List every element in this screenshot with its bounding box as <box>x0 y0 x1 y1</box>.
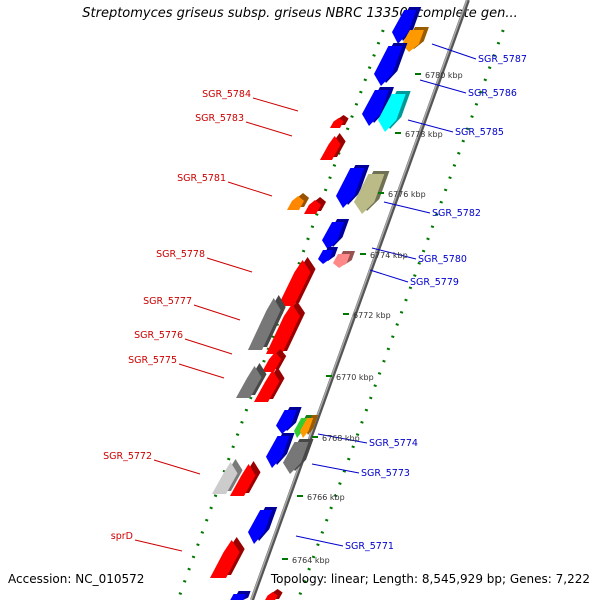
gene-sgr-5787[interactable] <box>402 27 429 52</box>
label-leader-line <box>193 304 241 321</box>
gene-sgr-5781[interactable] <box>287 193 310 210</box>
gene-unlabeled[interactable] <box>362 87 394 126</box>
gene-unlabeled[interactable] <box>392 7 422 44</box>
gene-sgr-5786[interactable] <box>374 43 408 86</box>
gene-label-sgr_5772[interactable]: SGR_5772 <box>103 451 152 462</box>
gene-label-sgr_5778[interactable]: SGR_5778 <box>156 249 205 260</box>
gene-sgr-5775[interactable] <box>236 363 267 398</box>
scale-label: 6764 kbp <box>292 556 330 565</box>
gene-sprd[interactable] <box>210 537 245 578</box>
gene-labels: SGR_5784 SGR_5783 SGR_5781 SGR_5778 SGR_5777… <box>103 43 527 552</box>
gene-sgr-5771[interactable] <box>248 507 278 544</box>
gene-sgr-5777[interactable] <box>248 295 286 350</box>
label-leader-line <box>369 269 409 283</box>
backbone-highlight <box>250 0 468 600</box>
accession-text: Accession: NC_010572 <box>8 572 145 586</box>
scale-label: 6776 kbp <box>388 190 426 199</box>
gene-unlabeled[interactable] <box>336 165 370 208</box>
gene-unlabeled[interactable] <box>304 197 327 214</box>
scale-label: 6766 kbp <box>307 493 345 502</box>
gene-sgr-5776[interactable] <box>262 349 287 372</box>
label-leader-line <box>134 539 183 552</box>
gene-label-sgr_5773[interactable]: SGR_5773 <box>361 468 410 479</box>
gene-track <box>210 7 429 600</box>
scale-label: 6768 kbp <box>322 434 360 443</box>
gene-label-sgr_5779[interactable]: SGR_5779 <box>410 277 459 288</box>
gene-unlabeled[interactable] <box>230 591 251 600</box>
scale-ticks: 6780 kbp 6778 kbp 6776 kbp 6774 kbp 6772 kbp… <box>282 71 463 565</box>
gene-sgr-5778[interactable] <box>278 257 316 306</box>
gene-label-sgr_5780[interactable]: SGR_5780 <box>418 254 467 265</box>
gene-sgr-5784[interactable] <box>330 115 349 128</box>
gene-label-sgr_5771[interactable]: SGR_5771 <box>345 541 394 552</box>
gene-unlabeled[interactable] <box>322 219 350 250</box>
gene-label-sgr_5783[interactable]: SGR_5783 <box>195 113 244 124</box>
label-leader-line <box>371 247 417 260</box>
gene-label-sgr_5787[interactable]: SGR_5787 <box>478 54 527 65</box>
gene-sgr-5773[interactable] <box>283 439 314 474</box>
gene-unlabeled[interactable] <box>254 367 285 402</box>
scale-label: 6770 kbp <box>336 373 374 382</box>
gene-sgr-5774[interactable] <box>300 415 319 438</box>
gene-sgr-5783[interactable] <box>320 133 346 160</box>
gene-unlabeled[interactable] <box>266 301 305 354</box>
label-leader-line <box>206 257 253 273</box>
gene-unlabeled[interactable] <box>266 433 295 468</box>
label-leader-line <box>227 181 273 197</box>
scale-label: 6780 kbp <box>425 71 463 80</box>
gene-label-sgr_5776[interactable]: SGR_5776 <box>134 330 183 341</box>
scale-label: 6778 kbp <box>405 130 443 139</box>
gene-label-sgr_5774[interactable]: SGR_5774 <box>369 438 418 449</box>
label-leader-line <box>311 463 360 474</box>
gene-sgr-5772[interactable] <box>212 459 243 494</box>
gene-label-sprd[interactable]: sprD <box>111 531 133 542</box>
label-leader-line <box>153 459 201 475</box>
gene-label-sgr_5785[interactable]: SGR_5785 <box>455 127 504 138</box>
gene-label-sgr_5786[interactable]: SGR_5786 <box>468 88 517 99</box>
gene-sgr-5782[interactable] <box>354 171 390 214</box>
label-leader-line <box>178 363 225 379</box>
backbone-line <box>250 0 470 600</box>
label-leader-line <box>295 535 344 547</box>
genome-backbone <box>250 0 470 600</box>
genome-summary: Topology: linear; Length: 8,545,929 bp; … <box>270 572 590 586</box>
gene-label-sgr_5775[interactable]: SGR_5775 <box>128 355 177 366</box>
label-leader-line <box>431 43 477 60</box>
scale-label: 6772 kbp <box>353 311 391 320</box>
gene-label-sgr_5781[interactable]: SGR_5781 <box>177 173 226 184</box>
label-leader-line <box>184 338 233 355</box>
label-leader-line <box>407 119 454 133</box>
label-leader-line <box>419 79 467 94</box>
gene-sgr-5780[interactable] <box>318 247 339 264</box>
label-leader-line <box>245 121 293 137</box>
label-leader-line <box>317 433 368 444</box>
gene-label-sgr_5777[interactable]: SGR_5777 <box>143 296 192 307</box>
scale-label: 6774 kbp <box>370 251 408 260</box>
gene-label-sgr_5782[interactable]: SGR_5782 <box>432 208 481 219</box>
gene-unlabeled[interactable] <box>230 461 261 496</box>
gene-unlabeled[interactable] <box>276 407 302 434</box>
gene-label-sgr_5784[interactable]: SGR_5784 <box>202 89 251 100</box>
gene-sgr-5785[interactable] <box>378 91 411 132</box>
gene-unlabeled[interactable] <box>264 589 283 600</box>
label-leader-line <box>252 97 299 112</box>
gene-sgr-5779[interactable] <box>333 251 356 268</box>
label-leader-line <box>383 201 431 214</box>
